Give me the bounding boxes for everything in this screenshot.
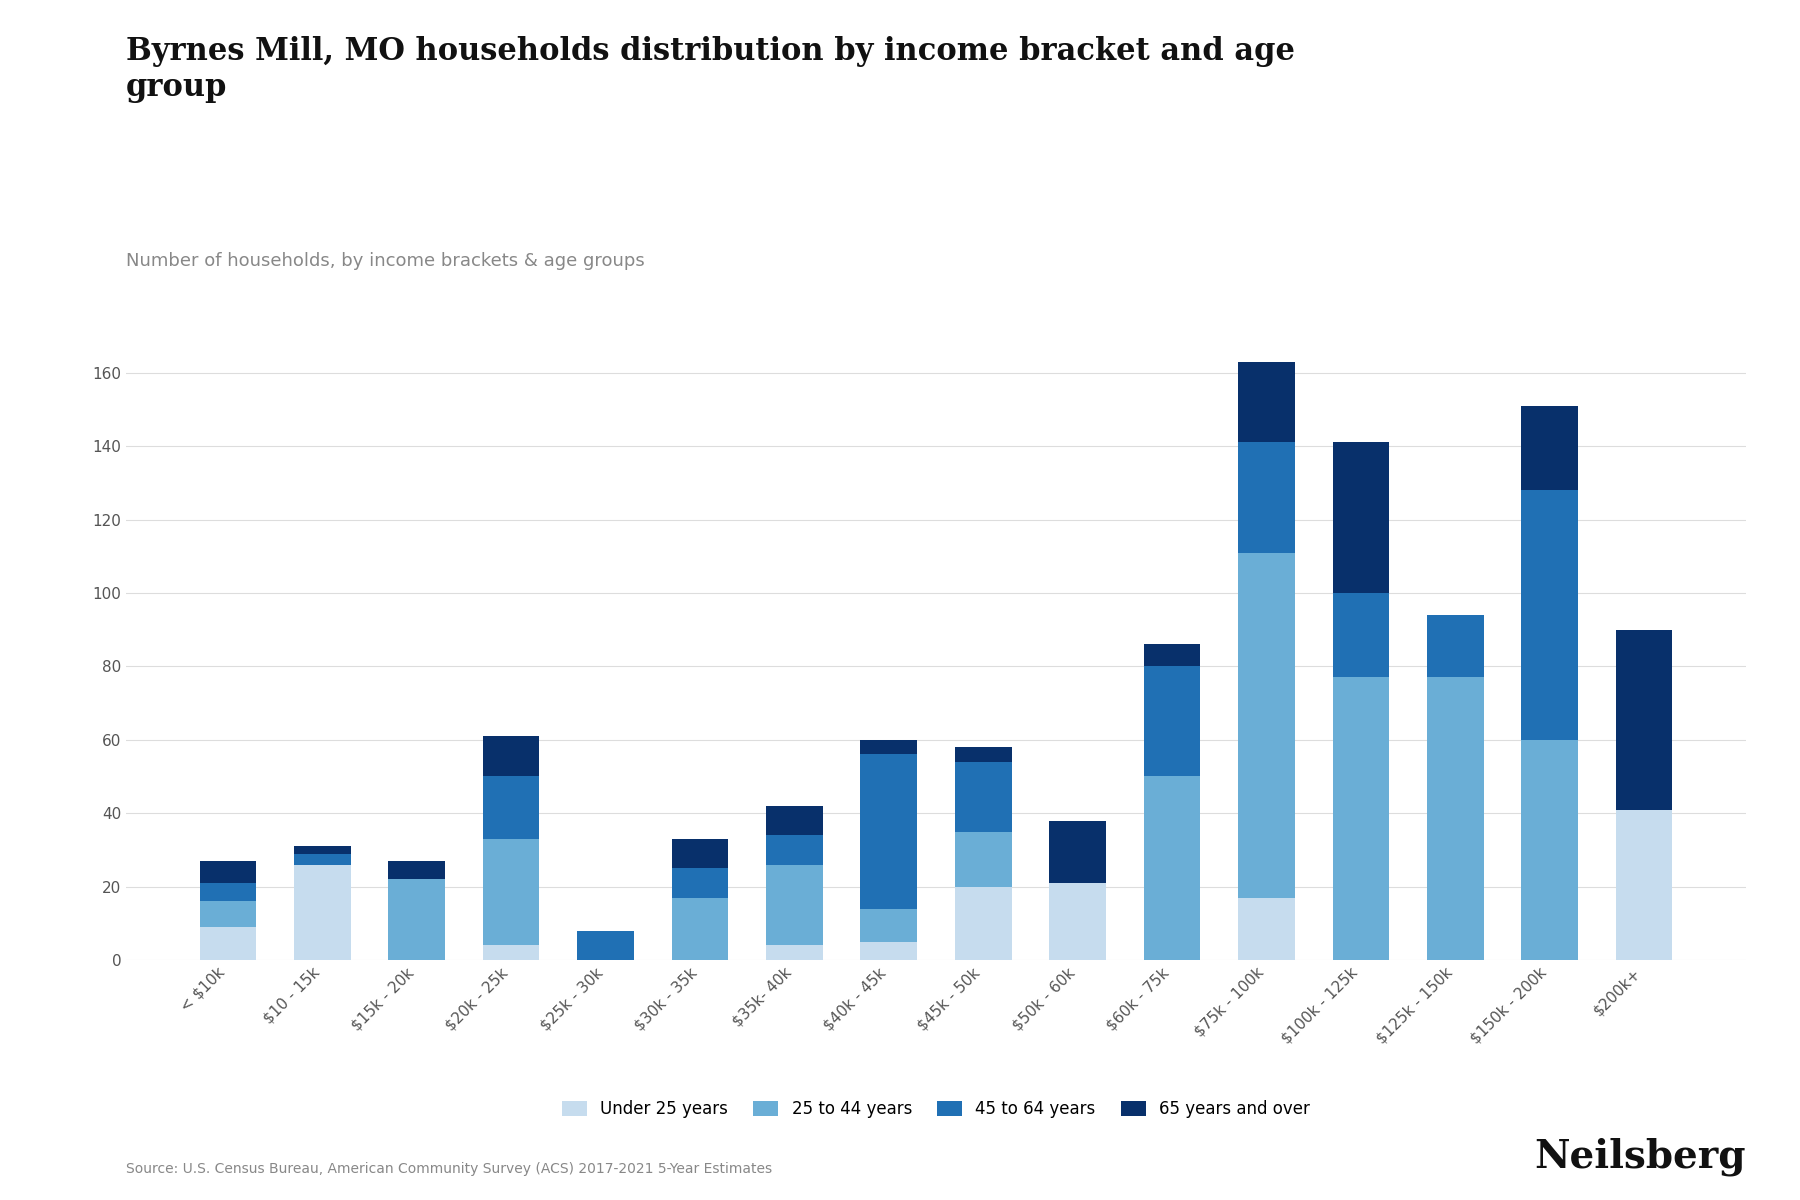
Bar <box>1238 898 1294 960</box>
Bar <box>293 846 351 853</box>
Bar <box>767 806 823 835</box>
Bar <box>1049 883 1105 960</box>
Bar <box>482 776 540 839</box>
Bar <box>860 908 918 942</box>
Bar <box>1332 677 1390 960</box>
Bar <box>1238 361 1294 443</box>
Text: Neilsberg: Neilsberg <box>1534 1138 1746 1176</box>
Bar <box>860 755 918 908</box>
Bar <box>1332 443 1390 593</box>
Bar <box>482 946 540 960</box>
Bar <box>200 901 256 926</box>
Bar <box>389 880 445 960</box>
Bar <box>671 898 729 960</box>
Bar <box>860 739 918 755</box>
Bar <box>1143 776 1201 960</box>
Bar <box>1521 490 1579 739</box>
Bar <box>954 887 1012 960</box>
Bar <box>1238 443 1294 552</box>
Bar <box>293 853 351 864</box>
Bar <box>1332 593 1390 677</box>
Bar <box>954 832 1012 887</box>
Bar <box>1238 552 1294 898</box>
Bar <box>767 946 823 960</box>
Bar <box>671 869 729 898</box>
Bar <box>954 762 1012 832</box>
Bar <box>1427 614 1483 677</box>
Text: Number of households, by income brackets & age groups: Number of households, by income brackets… <box>126 252 644 270</box>
Text: Byrnes Mill, MO households distribution by income bracket and age
group: Byrnes Mill, MO households distribution … <box>126 36 1294 103</box>
Bar <box>860 942 918 960</box>
Bar <box>767 864 823 946</box>
Bar <box>200 926 256 960</box>
Bar <box>200 860 256 883</box>
Bar <box>1143 644 1201 666</box>
Bar <box>1427 677 1483 960</box>
Bar <box>389 860 445 880</box>
Bar <box>671 839 729 869</box>
Bar <box>1143 666 1201 776</box>
Bar <box>767 835 823 864</box>
Bar <box>1616 810 1672 960</box>
Bar <box>578 931 634 960</box>
Bar <box>1521 406 1579 490</box>
Bar <box>293 864 351 960</box>
Bar <box>1521 739 1579 960</box>
Legend: Under 25 years, 25 to 44 years, 45 to 64 years, 65 years and over: Under 25 years, 25 to 44 years, 45 to 64… <box>556 1093 1316 1124</box>
Bar <box>200 883 256 901</box>
Bar <box>482 736 540 776</box>
Bar <box>482 839 540 946</box>
Text: Source: U.S. Census Bureau, American Community Survey (ACS) 2017-2021 5-Year Est: Source: U.S. Census Bureau, American Com… <box>126 1162 772 1176</box>
Bar <box>954 748 1012 762</box>
Bar <box>1049 821 1105 883</box>
Bar <box>1616 630 1672 810</box>
